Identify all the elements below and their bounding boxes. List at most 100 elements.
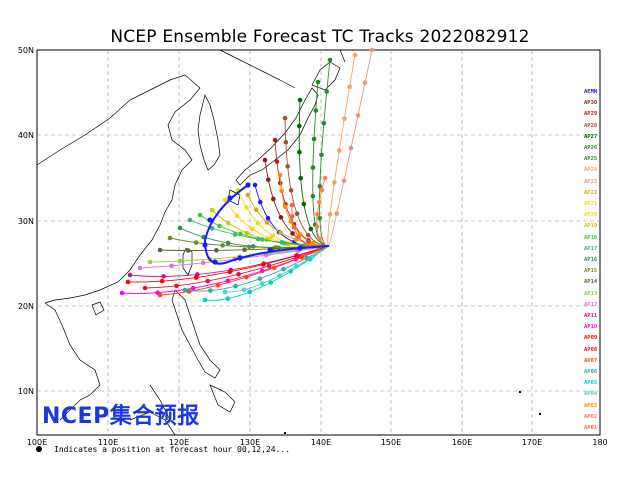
track-position-dot	[297, 149, 302, 155]
track-position-dot	[197, 212, 203, 218]
legend-item-ap25: AP25	[584, 156, 598, 163]
mean-position-dot	[245, 182, 251, 188]
track-position-dot	[193, 240, 199, 245]
track-path	[144, 245, 330, 289]
track-position-dot	[282, 115, 288, 121]
track-position-dot	[324, 89, 330, 94]
legend-item-ap10: AP10	[584, 324, 598, 331]
legend-item-ap11: AP11	[584, 313, 598, 319]
track-position-dot	[319, 187, 325, 193]
footnote-text: Indicates a position at forecast hour 00…	[54, 445, 291, 454]
legend-item-aemn: AEMN	[584, 89, 598, 95]
track-position-dot	[157, 247, 163, 253]
track-position-dot	[244, 205, 249, 210]
track-position-dot	[314, 224, 320, 229]
track-position-dot	[253, 207, 259, 213]
lat-label: 20N	[17, 302, 34, 311]
track-position-dot	[311, 136, 317, 142]
legend-item-ap03: AP03	[584, 402, 598, 409]
track-position-dot	[190, 285, 196, 291]
legend-item-ap04: AP04	[584, 391, 598, 398]
track-position-dot	[310, 193, 316, 199]
lat-label: 40N	[17, 131, 34, 140]
mean-position-dot	[202, 242, 208, 248]
track-position-dot	[279, 240, 285, 245]
track-position-dot	[232, 232, 238, 237]
track-position-dot	[327, 57, 333, 63]
legend-item-ap21: AP21	[584, 201, 598, 207]
lon-label: 110E	[97, 438, 119, 447]
track-position-dot	[193, 275, 199, 280]
track-position-dot	[298, 175, 303, 181]
track-position-dot	[225, 220, 231, 226]
track-position-dot	[259, 281, 265, 286]
track-position-dot	[255, 236, 261, 242]
track-position-dot	[186, 289, 192, 294]
legend-item-ap27: AP27	[584, 133, 598, 140]
position-dot-icon	[36, 445, 42, 452]
lon-label: 160E	[451, 438, 473, 447]
track-position-dot	[255, 220, 261, 226]
legend-item-ap16: AP16	[584, 257, 598, 263]
track-position-dot	[177, 225, 183, 231]
legend-item-ap14: AP14	[584, 279, 598, 286]
track-position-dot	[202, 297, 208, 303]
track-position-dot	[236, 271, 241, 277]
track-position-dot	[308, 226, 314, 232]
mean-position-dot	[267, 247, 273, 253]
track-position-dot	[296, 235, 301, 240]
track-position-dot	[289, 213, 295, 219]
track-position-dot	[272, 137, 278, 143]
mean-position-dot	[297, 245, 303, 251]
track-position-dot	[322, 175, 328, 181]
track-position-dot	[222, 289, 228, 295]
track-position-dot	[247, 289, 253, 295]
track-position-dot	[289, 202, 295, 208]
track-position-dot	[209, 226, 215, 231]
track-position-dot	[294, 264, 299, 269]
track-position-dot	[244, 274, 249, 280]
track-position-dot	[217, 223, 222, 229]
legend-item-ap15: AP15	[584, 268, 598, 275]
legend-item-ap28: AP28	[584, 122, 598, 129]
track-position-dot	[347, 84, 352, 90]
track-position-dot	[215, 282, 221, 288]
track-position-dot	[225, 240, 231, 246]
track-position-dot	[283, 139, 289, 145]
track-position-dot	[265, 215, 271, 221]
track-position-dot	[352, 52, 358, 58]
track-position-dot	[297, 97, 303, 103]
legend-item-ap12: AP12	[584, 301, 598, 308]
footnote: Indicates a position at forecast hour 00…	[36, 445, 291, 454]
track-position-dot	[301, 201, 307, 207]
track-position-dot	[294, 211, 300, 217]
track-position-dot	[257, 199, 263, 205]
track-position-dot	[310, 165, 316, 170]
track-position-dot	[214, 248, 219, 253]
track-position-dot	[169, 263, 174, 269]
track-position-dot	[285, 164, 290, 169]
track-position-dot	[177, 258, 183, 264]
track-position-dot	[317, 215, 323, 221]
legend-item-ap07: AP07	[584, 357, 598, 364]
track-position-dot	[317, 236, 322, 241]
track-position-dot	[271, 265, 277, 271]
track-position-dot	[246, 244, 252, 250]
track-position-dot	[205, 278, 211, 284]
track-position-dot	[200, 260, 206, 266]
track-position-dot	[263, 252, 269, 258]
track-position-dot	[220, 243, 225, 248]
lat-label: 30N	[17, 217, 34, 226]
track-position-dot	[265, 177, 271, 182]
track-position-dot	[290, 231, 295, 236]
track-path	[149, 245, 330, 263]
mean-position-dot	[237, 255, 243, 261]
track-position-dot	[222, 197, 228, 203]
track-position-dot	[245, 192, 251, 198]
track-position-dot	[260, 262, 266, 267]
track-position-dot	[281, 266, 286, 272]
track-position-dot	[297, 123, 302, 129]
track-position-dot	[277, 273, 282, 278]
legend-item-ap02: AP02	[584, 413, 598, 420]
